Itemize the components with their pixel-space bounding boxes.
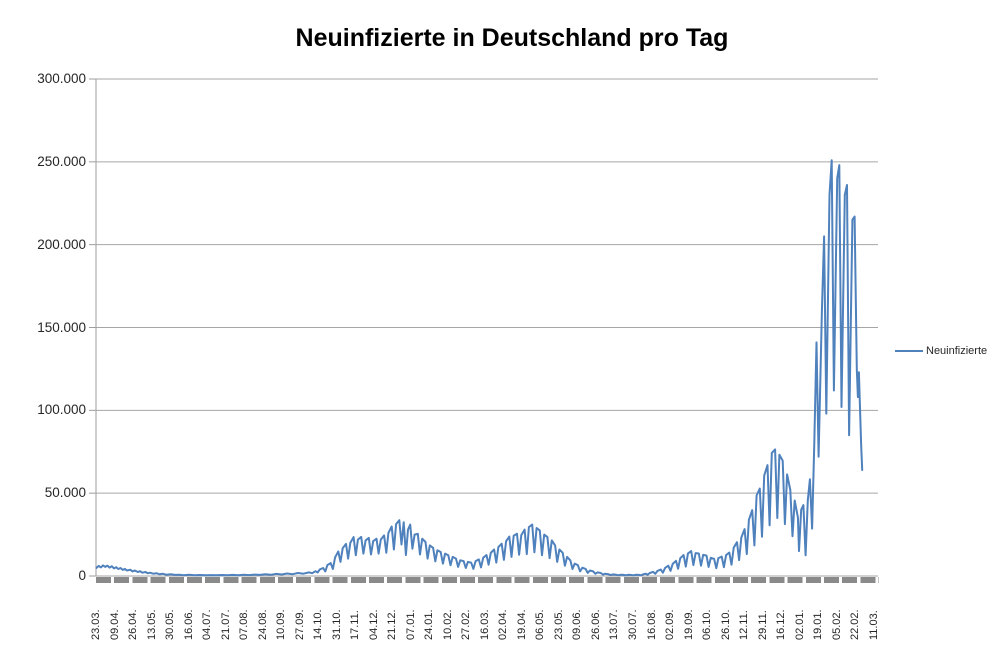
x-axis-tick-label: 13.07. [608, 609, 621, 640]
y-axis-tick-label: 50.000 [44, 485, 86, 501]
x-axis-tick-label: 04.07. [201, 609, 214, 640]
legend-label: Neuinfizierte [926, 345, 988, 357]
y-axis-tick-label: 100.000 [37, 402, 86, 418]
x-axis-tick-label: 24.01. [423, 609, 436, 640]
x-axis-tick-label: 07.01. [404, 609, 417, 640]
x-axis-tick-label: 26.06. [589, 609, 602, 640]
x-axis-tick-label: 30.05. [164, 609, 177, 640]
x-axis-tick-label: 19.01. [812, 609, 825, 640]
x-axis-tick-label: 19.04. [515, 609, 528, 640]
x-axis-tick-label: 04.12. [367, 609, 380, 640]
x-axis-tick-label: 27.02. [460, 609, 473, 640]
legend: Neuinfizierte [895, 345, 987, 357]
x-axis-tick-label: 21.12. [386, 609, 399, 640]
x-axis-tick-label: 27.09. [293, 609, 306, 640]
x-axis-tick-label: 16.12. [775, 609, 788, 640]
x-axis-tick-label: 21.07. [219, 609, 232, 640]
x-axis-tick-label: 26.04. [127, 609, 140, 640]
y-axis-tick-label: 200.000 [37, 236, 86, 252]
x-axis-tick-label: 02.09. [664, 609, 677, 640]
legend-line-swatch [895, 350, 923, 352]
x-axis-tick-label: 07.08. [238, 609, 251, 640]
x-axis-tick-label: 06.10. [701, 609, 714, 640]
x-axis-tick-label: 16.03. [478, 609, 491, 640]
x-axis-tick-label: 09.04. [108, 609, 121, 640]
x-axis-tick-label: 17.11. [349, 610, 362, 640]
x-axis-tick-label: 10.02. [441, 609, 454, 640]
y-axis-tick-label: 150.000 [37, 319, 86, 335]
x-axis-tick-label: 31.10. [330, 609, 343, 640]
y-axis-tick-label: 300.000 [37, 71, 86, 86]
x-axis-tick-label: 12.11. [738, 610, 751, 640]
x-axis-tick-label: 23.03. [90, 609, 103, 640]
x-axis-tick-label: 29.11. [756, 610, 769, 640]
chart-title: Neuinfizierte in Deutschland pro Tag [295, 24, 729, 52]
x-axis-tick-label: 22.02. [849, 609, 862, 640]
x-axis-tick-label: 02.01. [793, 609, 806, 640]
x-axis-tick-label: 14.10. [312, 609, 325, 640]
x-axis-tick-label: 26.10. [719, 609, 732, 640]
y-axis-tick-label: 0 [78, 568, 86, 583]
x-axis-tick-label: 10.09. [275, 609, 288, 640]
x-axis-tick-label: 09.06. [571, 609, 584, 640]
series-line-neuinfizierte [95, 159, 864, 577]
x-axis-tick-label: 16.06. [182, 609, 195, 640]
x-axis-tick-label: 19.09. [682, 609, 695, 640]
x-axis-tick-label: 23.05. [552, 609, 565, 640]
x-axis-tick-label: 30.07. [626, 609, 639, 640]
x-axis-tick-label: 06.05. [534, 609, 547, 640]
x-axis-tick-label: 02.04. [497, 609, 510, 640]
x-axis-tick-band [96, 577, 879, 583]
x-axis-tick-label: 05.02. [830, 609, 843, 640]
x-axis-tick-label: 16.08. [645, 609, 658, 640]
x-axis-tick-label: 24.08. [256, 609, 269, 640]
y-axis-tick-label: 250.000 [37, 153, 86, 169]
x-axis-tick-label: 13.05. [145, 609, 158, 640]
x-axis-tick-label: 11.03. [867, 610, 880, 640]
